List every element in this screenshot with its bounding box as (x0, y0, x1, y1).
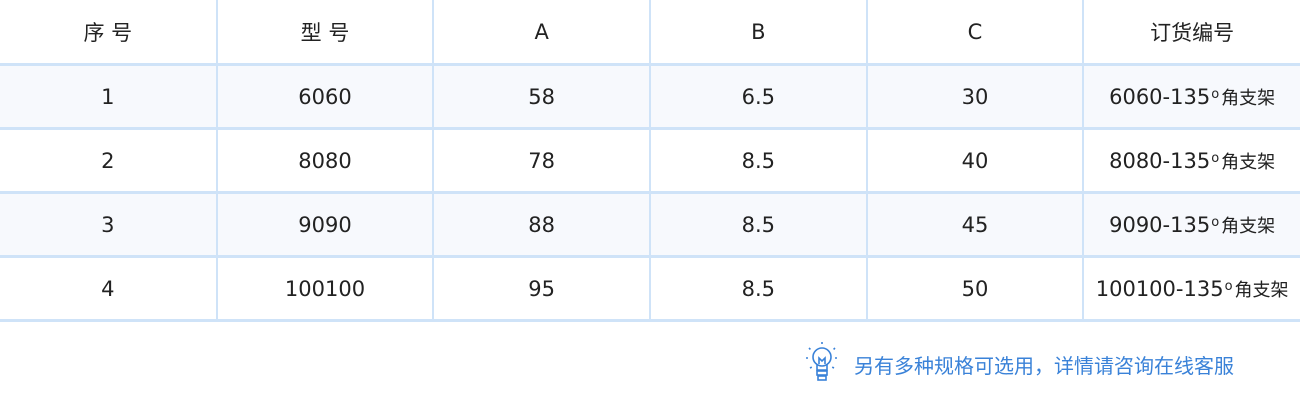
order-suffix: 角支架 (1221, 151, 1276, 173)
table-row: 2 8080 78 8.5 40 8080-135o 角支架 (0, 128, 1300, 194)
cell-b: 6.5 (649, 64, 868, 130)
cell-a: 88 (433, 192, 651, 258)
cell-c: 45 (866, 192, 1085, 258)
spec-table: 序 号 型 号 A B C 订货编号 1 6060 58 6.5 30 6060-135o… (0, 0, 1300, 322)
cell-order-code: 8080-135o 角支架 (1083, 128, 1300, 194)
cell-model: 100100 (216, 256, 435, 322)
degree-mark: o (1211, 214, 1220, 230)
order-suffix: 角支架 (1221, 87, 1276, 109)
header-order-code: 订货编号 (1083, 0, 1300, 66)
order-code: 100100-135 (1095, 276, 1224, 301)
cell-model: 6060 (216, 64, 435, 130)
cell-c: 50 (866, 256, 1085, 322)
cell-no: 3 (0, 192, 218, 258)
more-specs-note: 另有多种规格可选用，详情请咨询在线客服 (804, 340, 1234, 388)
degree-mark: o (1211, 150, 1220, 166)
cell-model: 9090 (216, 192, 435, 258)
order-code: 6060-135 (1109, 84, 1211, 109)
order-code: 8080-135 (1109, 148, 1211, 173)
table-header-row: 序 号 型 号 A B C 订货编号 (0, 0, 1300, 66)
header-b: B (649, 0, 868, 66)
cell-b: 8.5 (649, 128, 868, 194)
cell-model: 8080 (216, 128, 435, 194)
header-c: C (866, 0, 1085, 66)
header-a: A (433, 0, 651, 66)
order-code: 9090-135 (1109, 212, 1211, 237)
cell-no: 4 (0, 256, 218, 322)
degree-mark: o (1224, 278, 1233, 294)
cell-b: 8.5 (649, 256, 868, 322)
cell-a: 78 (433, 128, 651, 194)
cell-order-code: 6060-135o 角支架 (1083, 64, 1300, 130)
cell-c: 40 (866, 128, 1085, 194)
degree-mark: o (1211, 86, 1220, 102)
cell-a: 95 (433, 256, 651, 322)
note-text: 另有多种规格可选用，详情请咨询在线客服 (854, 353, 1234, 378)
table-row: 1 6060 58 6.5 30 6060-135o 角支架 (0, 64, 1300, 130)
cell-order-code: 100100-135o 角支架 (1083, 256, 1300, 322)
order-suffix: 角支架 (1234, 279, 1289, 301)
order-suffix: 角支架 (1221, 215, 1276, 237)
lightbulb-icon (806, 342, 838, 381)
cell-a: 58 (433, 64, 651, 130)
header-model: 型 号 (216, 0, 435, 66)
cell-no: 2 (0, 128, 218, 194)
cell-no: 1 (0, 64, 218, 130)
cell-b: 8.5 (649, 192, 868, 258)
table-row: 3 9090 88 8.5 45 9090-135o 角支架 (0, 192, 1300, 258)
table-row: 4 100100 95 8.5 50 100100-135o 角支架 (0, 256, 1300, 322)
cell-c: 30 (866, 64, 1085, 130)
cell-order-code: 9090-135o 角支架 (1083, 192, 1300, 258)
header-no: 序 号 (0, 0, 218, 66)
